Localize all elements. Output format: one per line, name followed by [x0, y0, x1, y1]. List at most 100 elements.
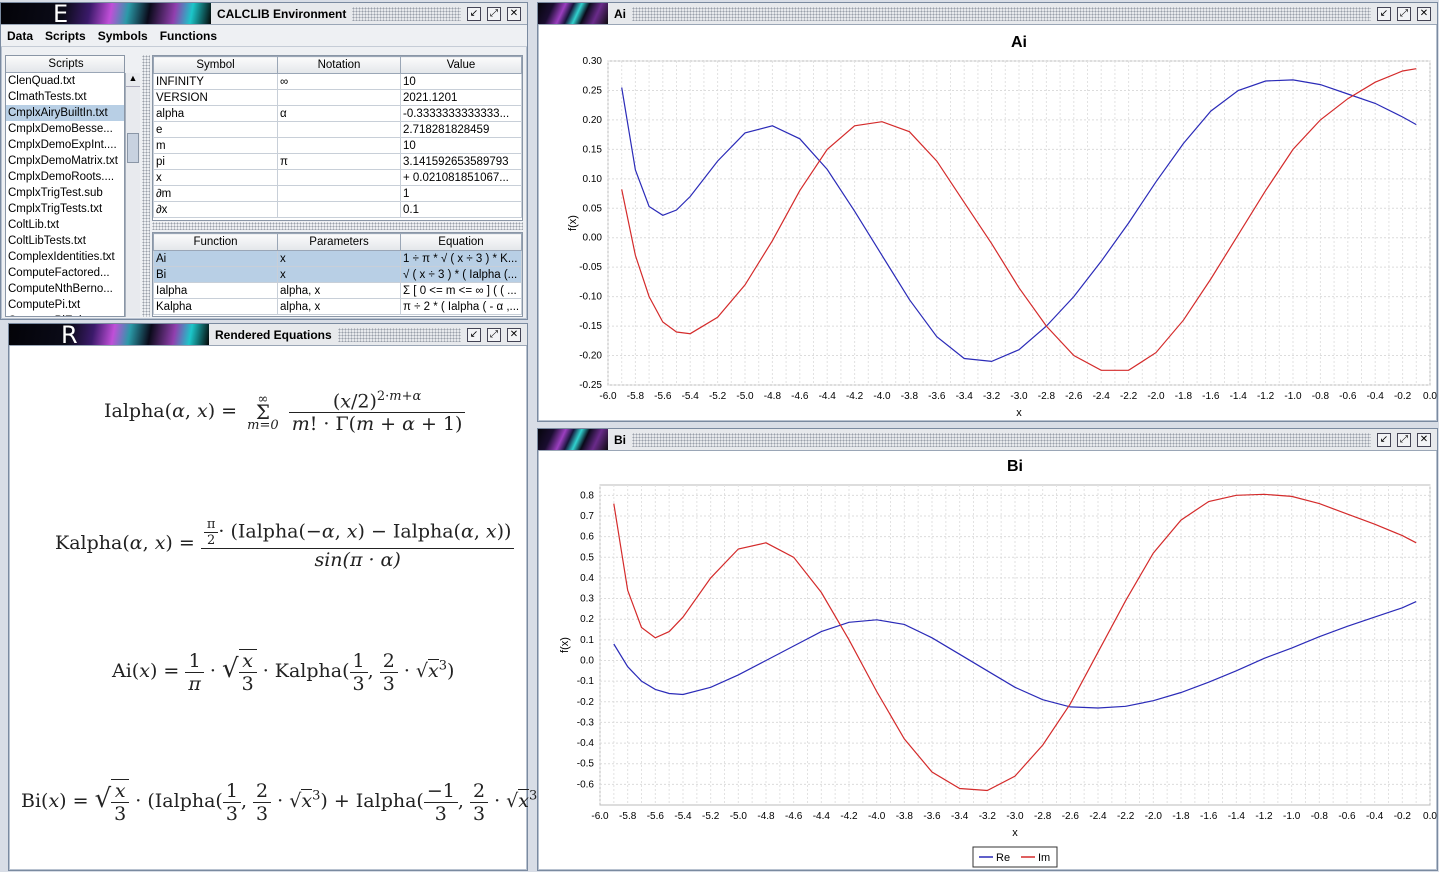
symbol-cell[interactable]: m: [153, 137, 278, 154]
symbol-row[interactable]: e 2.718281828459: [153, 121, 522, 138]
menu-symbols[interactable]: Symbols: [97, 28, 148, 43]
script-item[interactable]: CmplxTrigTests.txt: [8, 203, 103, 215]
symbol-cell[interactable]: ∂x: [153, 201, 278, 218]
splitter[interactable]: [142, 55, 150, 317]
value-cell[interactable]: -0.3333333333333...: [400, 105, 522, 122]
maximize-icon[interactable]: ⤢: [487, 6, 501, 21]
equation-cell[interactable]: Σ [ 0 <= m <= ∞ ] ( ( ...: [400, 282, 522, 299]
minimize-icon[interactable]: ↙: [1377, 6, 1391, 21]
script-item[interactable]: ColtLibTests.txt: [8, 235, 86, 247]
value-col-header[interactable]: Value: [400, 56, 522, 74]
menu-functions[interactable]: Functions: [159, 28, 218, 43]
close-icon[interactable]: ✕: [507, 6, 521, 21]
symbol-row[interactable]: INFINITY ∞ 10: [153, 73, 522, 90]
close-icon[interactable]: ✕: [1417, 432, 1431, 447]
symbol-row[interactable]: ∂m 1: [153, 185, 522, 202]
symbol-cell[interactable]: x: [153, 169, 278, 186]
function-cell[interactable]: Kalpha: [153, 298, 278, 315]
symbol-cell[interactable]: VERSION: [153, 89, 278, 106]
function-row[interactable]: Ai x 1 ÷ π * √ ( x ÷ 3 ) * K...: [153, 250, 522, 267]
title-drag-area[interactable]: [632, 6, 1371, 21]
maximize-icon[interactable]: ⤢: [487, 327, 501, 342]
function-cell[interactable]: Ialpha: [153, 282, 278, 299]
notation-cell[interactable]: α: [277, 105, 401, 122]
table-splitter[interactable]: [152, 222, 523, 230]
notation-cell[interactable]: [277, 185, 401, 202]
value-cell[interactable]: 10: [400, 73, 522, 90]
equation-cell[interactable]: √ ( x ÷ 3 ) * ( Ialpha (...: [400, 266, 522, 283]
script-item[interactable]: ColtLib.txt: [8, 219, 60, 231]
equation-col-header[interactable]: Equation: [400, 233, 522, 251]
environment-titlebar[interactable]: E CALCLIB Environment ↙ ⤢ ✕: [1, 3, 527, 25]
script-item[interactable]: ComputeFactored...: [8, 267, 110, 279]
notation-cell[interactable]: π: [277, 153, 401, 170]
parameters-cell[interactable]: x: [277, 266, 401, 283]
title-drag-area[interactable]: [632, 432, 1371, 447]
equation-cell[interactable]: 1 ÷ π * √ ( x ÷ 3 ) * K...: [400, 250, 522, 267]
notation-cell[interactable]: [277, 89, 401, 106]
bi-titlebar[interactable]: Bi ↙ ⤢ ✕: [538, 429, 1437, 451]
script-item[interactable]: ComputePiEuler.txt: [6, 313, 124, 316]
symbol-col-header[interactable]: Symbol: [153, 56, 278, 74]
scroll-thumb[interactable]: [127, 133, 139, 163]
value-cell[interactable]: 2.718281828459: [400, 121, 522, 138]
script-item[interactable]: CmplxDemoExpInt....: [8, 139, 117, 151]
parameters-col-header[interactable]: Parameters: [277, 233, 401, 251]
notation-col-header[interactable]: Notation: [277, 56, 401, 74]
symbol-row[interactable]: m 10: [153, 137, 522, 154]
maximize-icon[interactable]: ⤢: [1397, 6, 1411, 21]
script-item[interactable]: ComplexIdentities.txt: [8, 251, 115, 263]
bi-chart[interactable]: -6.0 -5.8 -5.6 -5.4 -5.2 -5.0 -4.8 -4.6 -4.4 -4.2…: [538, 451, 1437, 870]
notation-cell[interactable]: [277, 201, 401, 218]
symbol-row[interactable]: ∂x 0.1: [153, 201, 522, 218]
ai-titlebar[interactable]: Ai ↙ ⤢ ✕: [538, 3, 1437, 25]
value-cell[interactable]: + 0.021081851067...: [400, 169, 522, 186]
title-drag-area[interactable]: [352, 6, 461, 21]
function-row[interactable]: Bi x √ ( x ÷ 3 ) * ( Ialpha (...: [153, 266, 522, 283]
equation-cell[interactable]: π ÷ 2 * ( Ialpha ( - α ,...: [400, 298, 522, 315]
menu-data[interactable]: Data: [7, 28, 34, 43]
script-item[interactable]: ClmathTests.txt: [8, 91, 87, 103]
notation-cell[interactable]: [277, 121, 401, 138]
close-icon[interactable]: ✕: [1417, 6, 1431, 21]
minimize-icon[interactable]: ↙: [467, 327, 481, 342]
symbol-cell[interactable]: ∂m: [153, 185, 278, 202]
symbol-cell[interactable]: e: [153, 121, 278, 138]
symbol-row[interactable]: x + 0.021081851067...: [153, 169, 522, 186]
parameters-cell[interactable]: x: [277, 250, 401, 267]
symbol-row[interactable]: VERSION 2021.1201: [153, 89, 522, 106]
maximize-icon[interactable]: ⤢: [1397, 432, 1411, 447]
symbol-cell[interactable]: INFINITY: [153, 73, 278, 90]
function-col-header[interactable]: Function: [153, 233, 278, 251]
value-cell[interactable]: 10: [400, 137, 522, 154]
parameters-cell[interactable]: alpha, x: [277, 282, 401, 299]
script-item[interactable]: CmplxTrigTest.sub: [8, 187, 103, 199]
minimize-icon[interactable]: ↙: [1377, 432, 1391, 447]
title-drag-area[interactable]: [337, 327, 461, 342]
script-item[interactable]: CmplxDemoRoots....: [8, 171, 115, 183]
notation-cell[interactable]: [277, 169, 401, 186]
value-cell[interactable]: 1: [400, 185, 522, 202]
ai-chart[interactable]: -6.0 -5.8 -5.6 -5.4 -5.2 -5.0 -4.8 -4.6 -4.4 -4.2…: [538, 25, 1437, 421]
notation-cell[interactable]: [277, 137, 401, 154]
scripts-list[interactable]: Scripts ClenQuad.txt ClmathTests.txt Cmplx…: [5, 55, 125, 317]
scroll-up-icon[interactable]: ▲: [126, 73, 140, 87]
rendered-titlebar[interactable]: R Rendered Equations ↙ ⤢ ✕: [9, 324, 527, 346]
symbol-cell[interactable]: pi: [153, 153, 278, 170]
script-item[interactable]: ComputePi.txt: [8, 299, 81, 311]
function-cell[interactable]: Bi: [153, 266, 278, 283]
symbol-row[interactable]: alpha α -0.3333333333333...: [153, 105, 522, 122]
close-icon[interactable]: ✕: [507, 327, 521, 342]
script-item[interactable]: CmplxDemoMatrix.txt: [8, 155, 118, 167]
function-cell[interactable]: Ai: [153, 250, 278, 267]
script-item[interactable]: CmplxAiryBuiltIn.txt: [6, 105, 124, 121]
script-item[interactable]: CmplxDemoBesse...: [8, 123, 113, 135]
scripts-scrollbar[interactable]: ▲: [125, 73, 140, 317]
symbol-row[interactable]: pi π 3.141592653589793: [153, 153, 522, 170]
minimize-icon[interactable]: ↙: [467, 6, 481, 21]
value-cell[interactable]: 2021.1201: [400, 89, 522, 106]
script-item[interactable]: ClenQuad.txt: [8, 75, 76, 87]
script-item[interactable]: ComputeNthBerno...: [8, 283, 113, 295]
